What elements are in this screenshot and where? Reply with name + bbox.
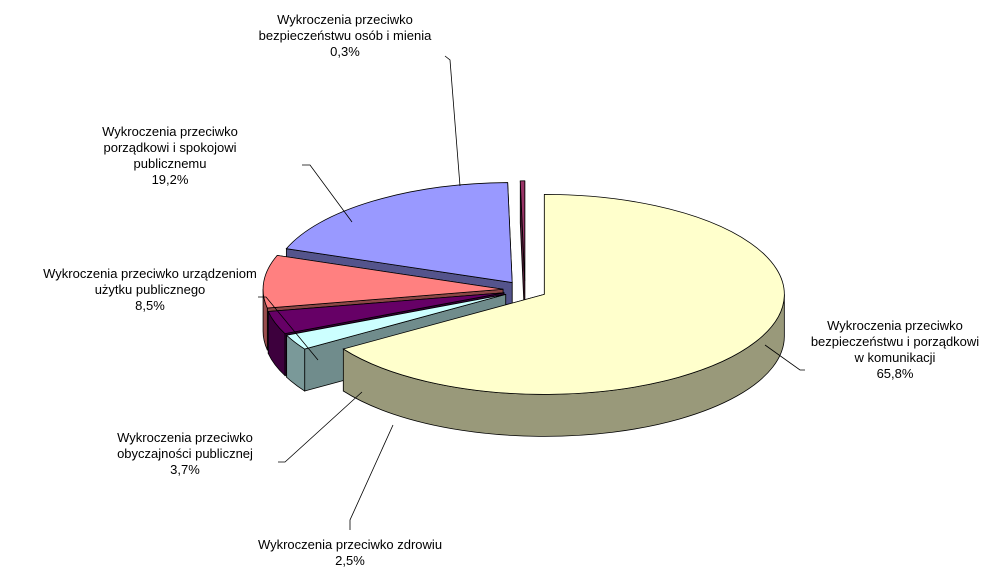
- slice-label: Wykroczenia przeciwko bezpieczeństwu i p…: [805, 318, 985, 382]
- leader-line: [302, 164, 353, 223]
- value-label: 2,5%: [335, 553, 365, 568]
- slice: [285, 293, 506, 350]
- category-name: Wykroczenia przeciwko bezpieczeństwu i p…: [810, 318, 980, 365]
- slice-label: Wykroczenia przeciwko porządkowi i spoko…: [75, 124, 265, 188]
- slice: [519, 180, 526, 281]
- slice: [262, 254, 504, 309]
- value-label: 8,5%: [135, 298, 165, 313]
- category-name: Wykroczenia przeciwko porządkowi i spoko…: [102, 124, 238, 171]
- value-label: 65,8%: [876, 366, 914, 381]
- category-name: Wykroczenia przeciwko obyczajności publi…: [117, 430, 253, 461]
- category-name: Wykroczenia przeciwko urządzeniom użytku…: [43, 266, 257, 297]
- leader-line: [444, 55, 461, 187]
- leader-line: [278, 391, 363, 463]
- slice: [267, 292, 505, 335]
- slice-label: Wykroczenia przeciwko urządzeniom użytku…: [35, 266, 265, 314]
- slice-label: Wykroczenia przeciwko bezpieczeństwu osó…: [245, 12, 445, 60]
- slice-label: Wykroczenia przeciwko obyczajności publi…: [85, 430, 285, 478]
- leader-line: [258, 296, 319, 361]
- slice: [285, 182, 513, 284]
- leader-line: [764, 344, 805, 371]
- slice-label: Wykroczenia przeciwko zdrowiu 2,5%: [210, 537, 490, 569]
- leader-line: [349, 424, 394, 530]
- value-label: 3,7%: [170, 462, 200, 477]
- value-label: 0,3%: [330, 44, 360, 59]
- category-name: Wykroczenia przeciwko zdrowiu: [257, 537, 443, 552]
- value-label: 19,2%: [151, 172, 189, 187]
- slice: [342, 193, 785, 395]
- category-name: Wykroczenia przeciwko bezpieczeństwu osó…: [258, 12, 432, 43]
